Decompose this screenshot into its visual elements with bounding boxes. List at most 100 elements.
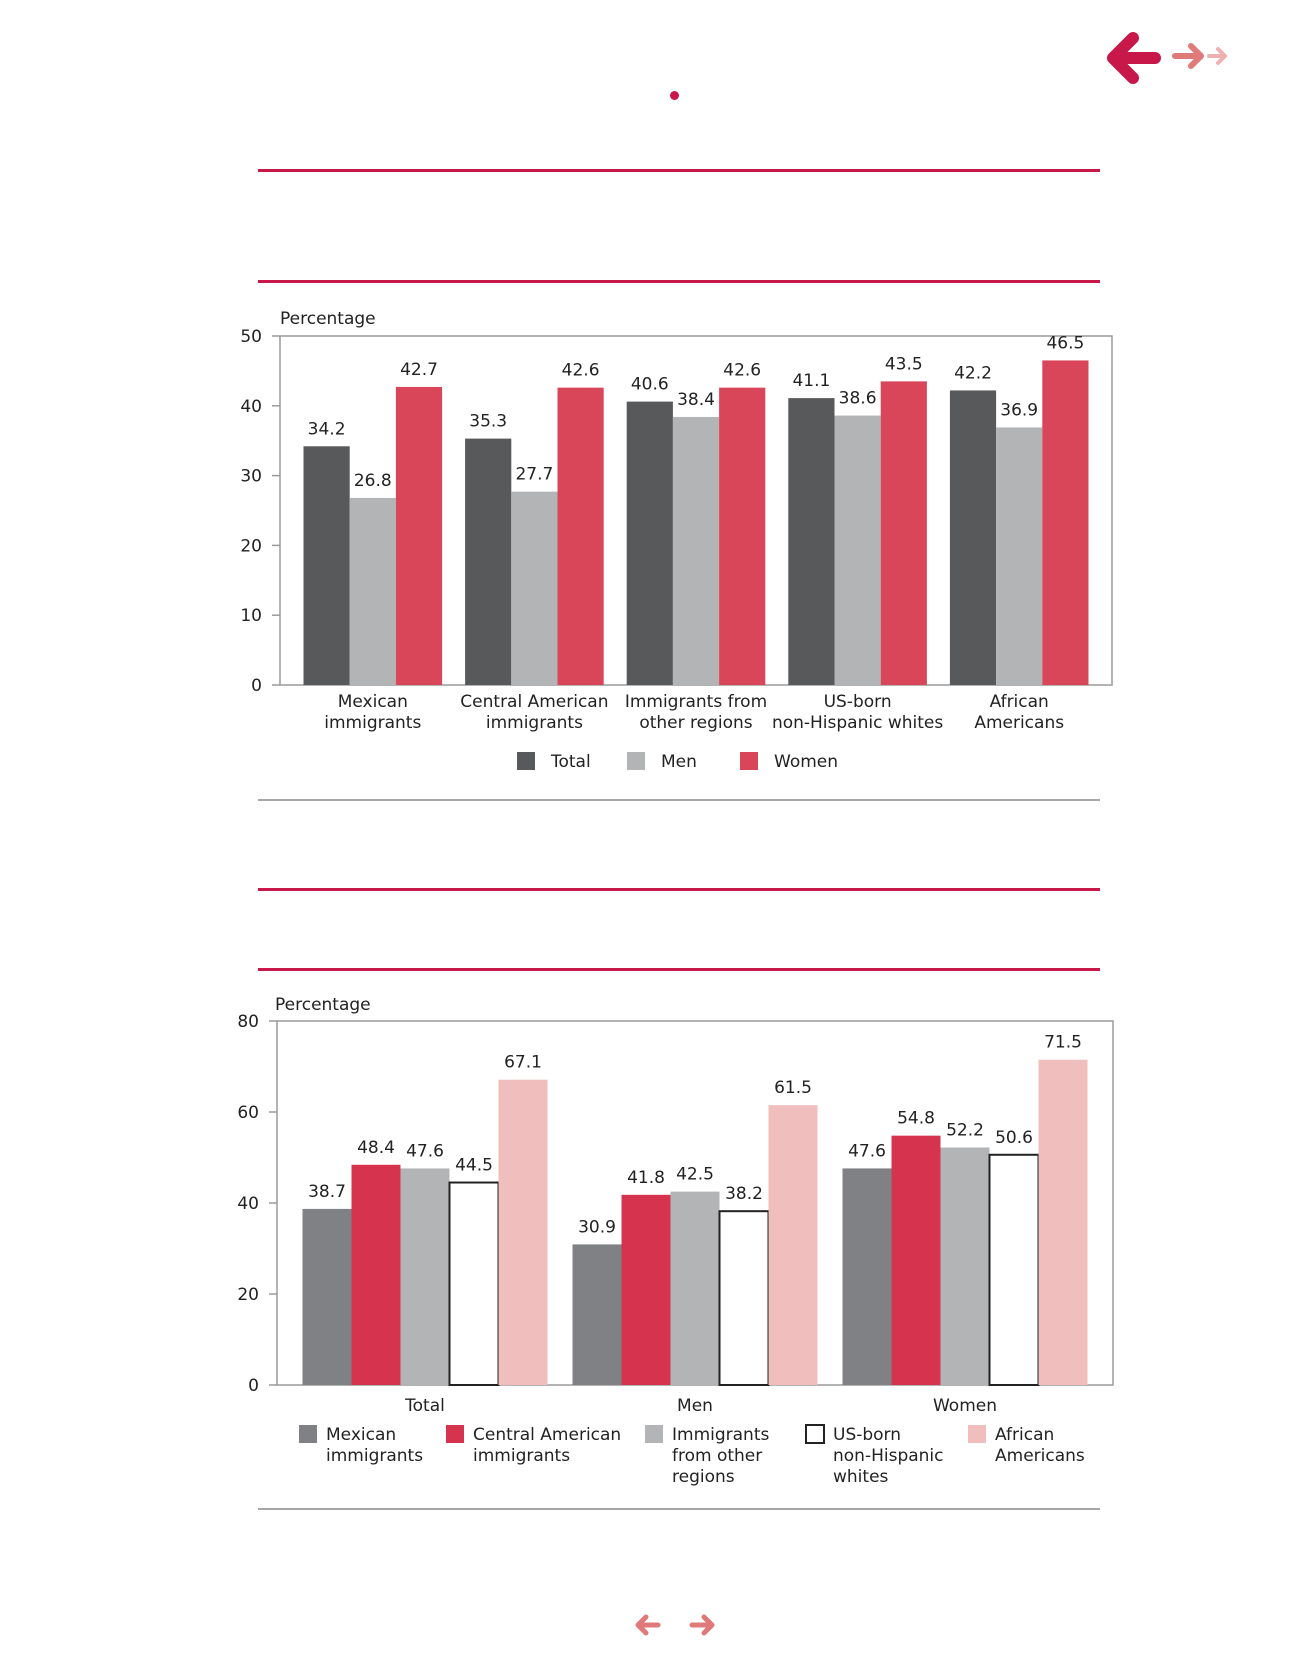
- bar: [891, 1135, 941, 1385]
- x-tick-label: Total: [404, 1396, 445, 1416]
- y-tick-label: 0: [248, 1376, 259, 1396]
- bar: [768, 1105, 818, 1385]
- arrow-right-icon[interactable]: [1172, 43, 1204, 69]
- x-tick-label: African: [990, 692, 1049, 712]
- y-tick-label: 20: [240, 536, 262, 556]
- bar: [834, 415, 881, 685]
- legend-label: Women: [774, 752, 838, 772]
- data-label: 52.2: [946, 1120, 984, 1140]
- bar: [996, 427, 1043, 685]
- page-marker-dot: [670, 91, 679, 100]
- legend-label: Total: [550, 752, 591, 772]
- data-label: 47.6: [406, 1141, 444, 1161]
- legend-label: US-born: [833, 1425, 901, 1445]
- bar: [672, 416, 720, 685]
- arrow-left-icon[interactable]: [1107, 32, 1161, 84]
- section-rule-bottom: [258, 799, 1100, 801]
- bar: [448, 1181, 500, 1386]
- data-label: 35.3: [469, 412, 507, 432]
- arrow-right-icon[interactable]: [689, 1614, 715, 1636]
- bar: [511, 491, 558, 685]
- x-tick-label: Women: [933, 1396, 997, 1416]
- data-label: 38.2: [725, 1184, 763, 1204]
- legend-label: immigrants: [326, 1446, 423, 1466]
- bar-chart-2: 0 20 40 60 80 Percentage 38.7 48.4 47.6 44.5 67.1 T…: [237, 995, 1114, 1487]
- data-label: 27.7: [515, 465, 553, 485]
- legend-swatch: [740, 752, 758, 770]
- arrow-left-icon[interactable]: [635, 1614, 661, 1636]
- bar: [718, 1210, 770, 1386]
- legend-swatch: [645, 1425, 663, 1443]
- x-tick-label: other regions: [639, 713, 752, 733]
- bar: [302, 1208, 352, 1385]
- legend-label: Men: [661, 752, 697, 772]
- legend-swatch: [299, 1425, 317, 1443]
- top-navigation: [1107, 32, 1227, 84]
- y-tick-label: 80: [237, 1012, 259, 1032]
- data-label: 42.6: [562, 361, 600, 381]
- bar: [940, 1147, 990, 1385]
- data-label: 50.6: [995, 1128, 1033, 1148]
- data-label: 40.6: [631, 375, 669, 395]
- bar: [351, 1164, 401, 1385]
- data-label: 54.8: [897, 1109, 935, 1129]
- section-rule: [258, 968, 1100, 971]
- y-tick-label: 40: [240, 397, 262, 417]
- bottom-navigation: [635, 1614, 715, 1636]
- bar: [557, 387, 604, 685]
- legend-swatch: [517, 752, 535, 770]
- data-label: 46.5: [1046, 333, 1084, 353]
- section-rule: [258, 280, 1100, 283]
- data-label: 38.4: [677, 390, 715, 410]
- bar: [842, 1168, 892, 1385]
- legend-label: Immigrants: [672, 1425, 769, 1445]
- y-tick-label: 20: [237, 1285, 259, 1305]
- bar: [303, 446, 350, 685]
- bar: [880, 381, 927, 685]
- legend-label: regions: [672, 1467, 735, 1487]
- bar: [395, 386, 443, 685]
- section-rule-top: [258, 888, 1100, 891]
- legend-swatch: [805, 1424, 825, 1444]
- legend-label: immigrants: [473, 1446, 570, 1466]
- bar-chart-1: 0 10 20 30 40 50 Percentage 34.2 26.8 42.7 Mexican…: [240, 309, 1113, 772]
- data-label: 44.5: [455, 1156, 493, 1176]
- x-tick-label: Central American: [460, 692, 608, 712]
- data-label: 38.6: [839, 389, 877, 409]
- x-tick-label: US-born: [824, 692, 892, 712]
- data-label: 34.2: [308, 419, 346, 439]
- bar: [788, 398, 835, 685]
- data-label: 41.8: [627, 1168, 665, 1188]
- data-label: 41.1: [792, 371, 830, 391]
- bar: [621, 1194, 671, 1385]
- x-tick-label: non-Hispanic whites: [772, 713, 943, 733]
- legend-label: whites: [833, 1467, 889, 1487]
- legend-label: non-Hispanic: [833, 1446, 944, 1466]
- legend-label: Americans: [995, 1446, 1085, 1466]
- data-label: 42.6: [723, 361, 761, 381]
- y-tick-label: 40: [237, 1194, 259, 1214]
- data-label: 61.5: [774, 1078, 812, 1098]
- section-rule-top: [258, 169, 1100, 172]
- legend-label: from other: [672, 1446, 762, 1466]
- bar: [949, 390, 997, 685]
- y-axis-label: Percentage: [275, 995, 371, 1015]
- data-label: 48.4: [357, 1138, 395, 1158]
- x-tick-label: Mexican: [338, 692, 408, 712]
- legend-label: Mexican: [326, 1425, 396, 1445]
- bar: [498, 1079, 548, 1385]
- arrow-right-light-icon[interactable]: [1207, 47, 1227, 65]
- bar: [670, 1191, 720, 1385]
- legend-label: African: [995, 1425, 1054, 1445]
- y-tick-label: 10: [240, 606, 262, 626]
- data-label: 38.7: [308, 1182, 346, 1202]
- bar: [465, 438, 512, 685]
- y-tick-label: 60: [237, 1103, 259, 1123]
- y-tick-label: 0: [251, 676, 262, 696]
- bar: [988, 1153, 1040, 1386]
- bar: [572, 1244, 622, 1385]
- data-label: 47.6: [848, 1141, 886, 1161]
- x-tick-label: immigrants: [324, 713, 421, 733]
- x-tick-label: Men: [677, 1396, 713, 1416]
- x-tick-label: immigrants: [486, 713, 583, 733]
